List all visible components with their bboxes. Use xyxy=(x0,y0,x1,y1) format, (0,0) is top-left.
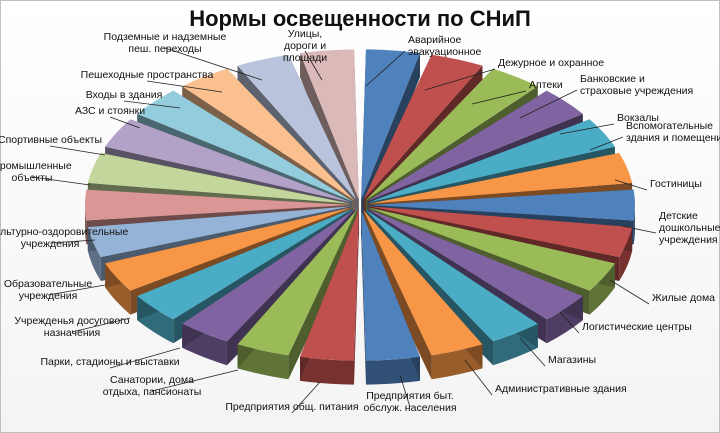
leader-line-16 xyxy=(109,347,181,369)
leader-line-25 xyxy=(164,47,263,81)
leader-line-9 xyxy=(609,279,650,305)
slice-5 xyxy=(368,119,615,203)
leader-line-15 xyxy=(151,369,239,392)
slice-23 xyxy=(137,90,353,202)
slice-side-20 xyxy=(85,205,87,245)
leader-line-23 xyxy=(123,100,181,109)
slice-side-14 xyxy=(300,356,355,385)
leader-line-7 xyxy=(614,179,648,191)
slice-side-7 xyxy=(633,205,635,245)
data-label-12: Административные здания xyxy=(495,383,627,395)
leader-line-22 xyxy=(109,116,141,129)
data-label-16: Парки, стадионы и выставки xyxy=(40,356,179,368)
data-label-3: Аптеки xyxy=(529,79,563,91)
leader-line-2 xyxy=(424,68,496,91)
leader-line-14 xyxy=(291,381,321,414)
leader-line-4 xyxy=(519,89,578,119)
slice-8 xyxy=(369,206,633,258)
data-label-25: Подземные и надземные пеш. переходы xyxy=(104,31,227,55)
data-label-14: Предприятия общ. питания xyxy=(225,401,358,413)
data-label-4: Банковские и страховые учреждения xyxy=(580,73,693,97)
data-label-24: Пешеходные пространства xyxy=(81,69,214,81)
leader-line-10 xyxy=(559,311,580,334)
slice-wall-14-start xyxy=(354,210,359,385)
leader-line-21 xyxy=(49,145,106,156)
slice-2 xyxy=(363,54,483,200)
slice-18 xyxy=(105,207,352,291)
slice-10 xyxy=(367,208,583,320)
leader-line-17 xyxy=(71,317,131,333)
leader-line-18 xyxy=(47,284,106,296)
slice-13 xyxy=(361,210,420,361)
data-label-5: Вокзалы xyxy=(617,112,659,124)
slice-20 xyxy=(85,189,350,221)
data-label-6: Вспомогательные здания и помещения xyxy=(626,120,720,144)
data-label-8: Детские дошкольные учреждения xyxy=(659,210,720,246)
slice-21 xyxy=(87,152,351,204)
leader-line-19 xyxy=(49,239,96,244)
leader-line-20 xyxy=(31,176,91,186)
data-label-21: Спортивные объекты xyxy=(0,134,102,146)
chart-title: Нормы освещенности по СНиП xyxy=(189,6,531,31)
data-label-1: Аварийное эвакуационное xyxy=(408,34,481,58)
data-label-22: АЗС и стоянки xyxy=(75,105,145,117)
slice-16 xyxy=(182,209,355,342)
data-label-7: Гостиницы xyxy=(650,178,702,190)
slice-6 xyxy=(369,152,633,204)
leader-line-6 xyxy=(589,136,624,151)
data-label-2: Дежурное и охранное xyxy=(498,57,604,69)
slice-11 xyxy=(365,209,538,342)
slice-wall-13-end xyxy=(361,210,366,385)
leader-line-26 xyxy=(304,50,323,81)
slice-7 xyxy=(370,189,636,221)
slice-14 xyxy=(300,210,359,361)
slice-3 xyxy=(365,68,538,201)
data-label-11: Магазины xyxy=(548,354,596,366)
slice-9 xyxy=(368,207,615,291)
slice-side-13 xyxy=(365,356,420,385)
data-label-17: Учрежденья досугового назначения xyxy=(14,315,129,339)
slice-24 xyxy=(182,68,355,201)
slice-17 xyxy=(137,208,353,320)
slice-1 xyxy=(361,49,420,200)
data-label-18: Образовательные учреждения xyxy=(4,278,92,302)
leader-line-3 xyxy=(471,90,527,105)
slice-22 xyxy=(105,119,352,203)
slice-19 xyxy=(87,206,351,258)
leader-line-1 xyxy=(365,50,406,87)
data-label-10: Логистические центры xyxy=(582,321,692,333)
slice-4 xyxy=(367,90,583,202)
slice-15 xyxy=(237,210,357,356)
slice-26 xyxy=(300,49,359,200)
data-label-26: Улицы, дороги и площади xyxy=(283,28,327,64)
leader-line-12 xyxy=(464,359,493,396)
data-label-13: Предприятия быт. обслуж. населения xyxy=(363,390,456,414)
leader-line-5 xyxy=(559,123,615,135)
data-label-15: Санатории, дома отдыха, пансионаты xyxy=(103,374,202,398)
data-label-9: Жилые дома xyxy=(652,292,715,304)
slice-12 xyxy=(363,210,483,356)
leader-line-8 xyxy=(621,225,657,234)
leader-line-24 xyxy=(146,80,223,93)
leader-line-11 xyxy=(519,337,546,367)
slice-25 xyxy=(237,54,357,200)
data-label-20: Промышленные объекты xyxy=(0,160,72,184)
leader-line-13 xyxy=(399,374,411,408)
data-label-23: Входы в здания xyxy=(86,89,163,101)
slice-wall-12-end xyxy=(363,210,432,380)
